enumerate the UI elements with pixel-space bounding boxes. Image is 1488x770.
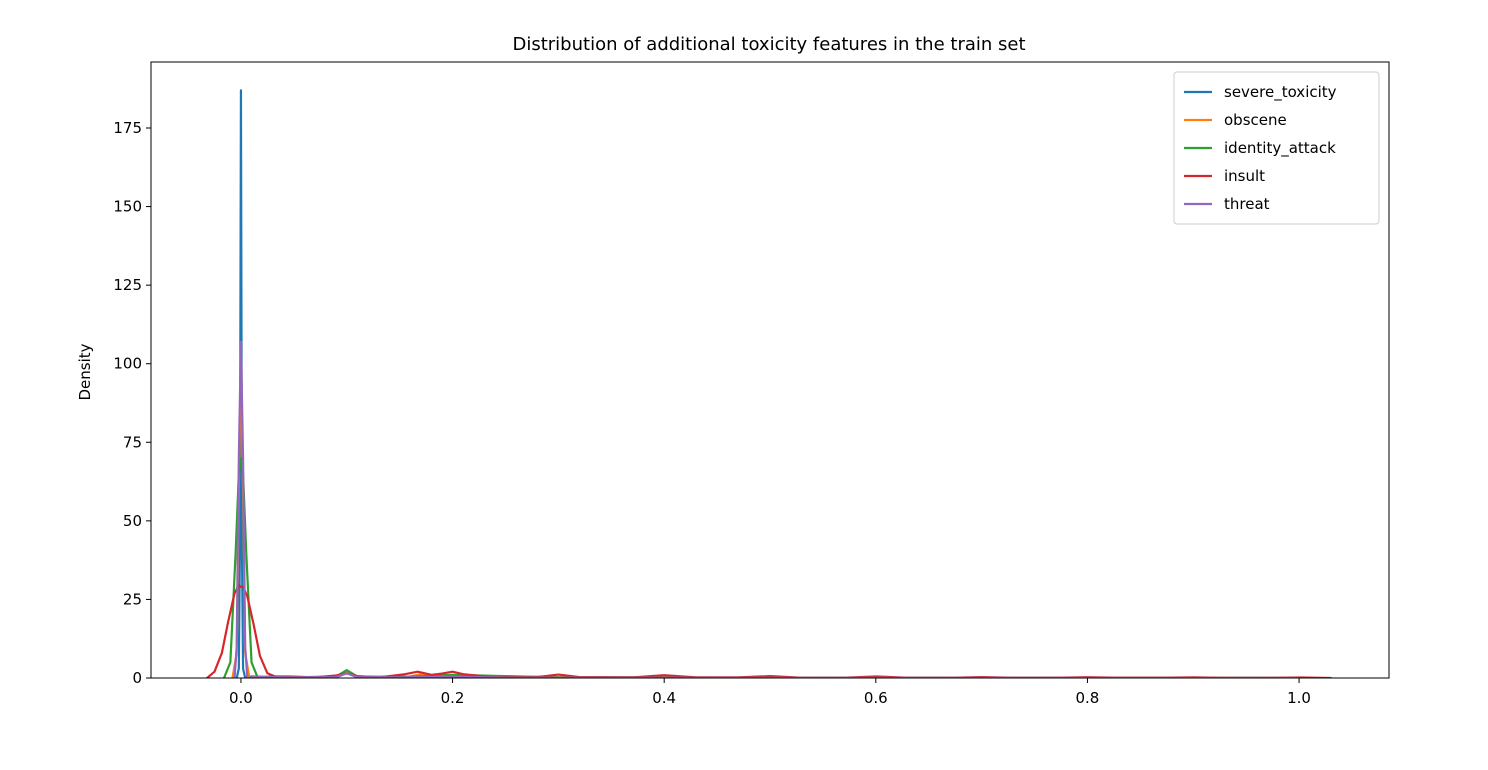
legend-label: threat [1224, 195, 1270, 213]
y-tick-label: 25 [123, 590, 142, 608]
x-tick-label: 0.2 [441, 689, 465, 707]
x-tick-label: 0.8 [1076, 689, 1100, 707]
y-tick-label: 125 [113, 276, 142, 294]
y-tick-label: 0 [132, 669, 142, 687]
legend-label: insult [1224, 167, 1265, 185]
x-tick-label: 0.0 [229, 689, 253, 707]
series-layer [205, 89, 1332, 678]
legend-label: severe_toxicity [1224, 83, 1337, 102]
x-axis: 0.0 0.2 0.4 0.6 0.8 1.0 [229, 678, 1311, 707]
legend-box [1173, 71, 1380, 225]
y-tick-label: 175 [113, 119, 142, 137]
series-line-severe-toxicity [235, 89, 1301, 678]
series-line-threat [233, 340, 1301, 678]
y-tick-label: 100 [113, 355, 142, 373]
y-tick-label: 75 [123, 433, 142, 451]
y-axis: 0 25 50 75 100 125 150 175 [113, 119, 151, 687]
legend-label: identity_attack [1224, 139, 1336, 158]
series-line-identity-attack [222, 456, 1301, 678]
series-line-obscene [231, 362, 1301, 678]
y-axis-label: Density [76, 343, 94, 400]
series-line-insult [205, 584, 1332, 678]
legend-label: obscene [1224, 111, 1287, 129]
chart-title: Distribution of additional toxicity feat… [512, 34, 1025, 55]
y-tick-label: 150 [113, 198, 142, 216]
x-tick-label: 0.6 [864, 689, 888, 707]
x-tick-label: 1.0 [1287, 689, 1311, 707]
x-tick-label: 0.4 [652, 689, 676, 707]
plot-frame [150, 61, 1390, 679]
y-tick-label: 50 [123, 512, 142, 530]
